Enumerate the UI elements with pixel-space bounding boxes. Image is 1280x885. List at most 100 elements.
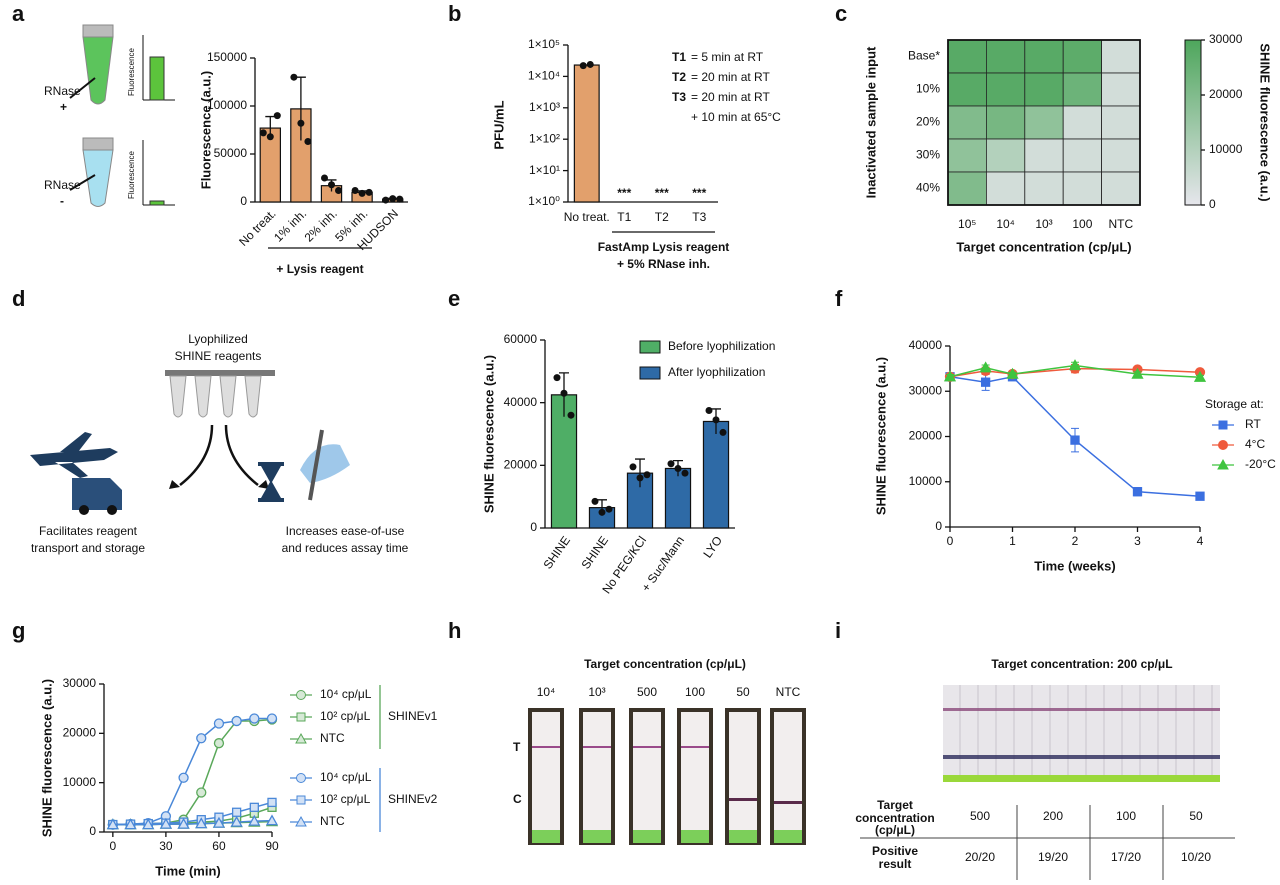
marker xyxy=(231,807,242,817)
line-label: C xyxy=(513,792,522,806)
label: Fluorescence xyxy=(127,150,136,199)
group-label: + Lysis reagent xyxy=(276,262,363,276)
panel-label: c xyxy=(835,1,847,26)
y-tick-label: 50000 xyxy=(214,146,248,160)
row-label: 20% xyxy=(916,115,940,129)
data-point xyxy=(712,416,720,424)
data-point xyxy=(636,474,644,482)
x-tick-label: 0 xyxy=(947,534,954,548)
marker xyxy=(1217,458,1229,470)
data-point xyxy=(586,60,594,68)
heatmap-cell xyxy=(1024,138,1064,173)
marker xyxy=(177,817,190,829)
strip-pad xyxy=(774,830,802,843)
marker xyxy=(196,733,207,744)
y-tick-label: 20000 xyxy=(504,458,538,472)
note: = 5 min at RT xyxy=(691,50,764,64)
heatmap-cell xyxy=(1062,138,1102,173)
marker xyxy=(212,816,226,828)
legend-label: NTC xyxy=(320,814,345,828)
y-axis-label: PFU/mL xyxy=(491,100,506,149)
panel-labels: a b c d e f g h i xyxy=(12,1,847,643)
colorbar xyxy=(1184,39,1202,206)
row-label: 10% xyxy=(916,82,940,96)
strip-photo: Target concentration (cp/μL) 10⁴ 10³ 500… xyxy=(513,657,806,845)
data-point xyxy=(567,411,575,419)
data-point xyxy=(297,119,305,127)
column-label: 100 xyxy=(1072,217,1092,231)
heatmap-cell xyxy=(947,171,987,206)
note: = 20 min at RT xyxy=(691,70,770,84)
marker xyxy=(196,787,207,798)
data-point xyxy=(351,186,359,194)
legend-label: RT xyxy=(1245,417,1261,431)
note-key: T2 xyxy=(672,70,686,84)
data-point xyxy=(591,497,599,505)
legend-title: Storage at: xyxy=(1205,397,1264,411)
strip-pad xyxy=(729,830,757,843)
lane-label: NTC xyxy=(776,685,801,699)
marker xyxy=(943,370,957,382)
annotation: *** xyxy=(655,186,669,200)
panel-label: e xyxy=(448,286,460,311)
row-label: 40% xyxy=(916,181,940,195)
data-point xyxy=(321,174,328,182)
heatmap-cell xyxy=(1024,39,1064,74)
heatmap-cell xyxy=(1024,72,1064,107)
x-tick-label: 2% inh. xyxy=(302,206,340,244)
series-line xyxy=(112,819,273,826)
y-tick-label: 30000 xyxy=(909,383,943,397)
marker xyxy=(265,814,279,826)
marker xyxy=(248,814,261,826)
marker xyxy=(1006,367,1019,379)
diagram: Lyophilized SHINE reagents Facilitates r… xyxy=(30,332,409,555)
table-rule xyxy=(1016,805,1164,880)
data-point xyxy=(629,463,637,471)
data-point xyxy=(365,188,373,196)
marker xyxy=(295,732,307,744)
panel-label: h xyxy=(448,618,461,643)
y-axis-label: Inactivated sample input xyxy=(863,46,878,198)
strip xyxy=(774,712,802,830)
lane-label: 500 xyxy=(637,685,657,699)
test-band xyxy=(681,746,709,748)
data-point xyxy=(667,460,675,468)
panel-label: d xyxy=(12,286,25,311)
heatmap-cell xyxy=(947,138,987,173)
pipette-icon xyxy=(308,429,324,501)
y-axis-label: SHINE fluorescence (a.u.) xyxy=(481,355,496,513)
series-line xyxy=(949,375,1201,497)
y-tick-label: 40000 xyxy=(504,395,538,409)
strip xyxy=(681,712,709,830)
heatmap-cell xyxy=(1062,105,1102,140)
note: + 10 min at 65°C xyxy=(691,110,781,124)
tube-cap xyxy=(82,24,114,38)
hand-icon xyxy=(300,444,350,483)
cell: 10/20 xyxy=(1181,850,1211,864)
row-header: Positive xyxy=(872,844,918,858)
cell: 100 xyxy=(1116,809,1136,823)
data-point xyxy=(328,181,335,189)
heatmap-cell xyxy=(1062,171,1102,206)
legend-swatch xyxy=(639,340,661,354)
row-header: result xyxy=(879,857,912,871)
schematic: RNase + Fluorescence RNase - Fluorescenc… xyxy=(44,24,175,208)
marker xyxy=(1218,420,1228,430)
tubes xyxy=(169,375,262,418)
control-band xyxy=(943,755,1220,759)
marker xyxy=(1132,487,1143,497)
tube xyxy=(82,149,114,207)
legend-label: 4°C xyxy=(1245,437,1265,451)
caption: Facilitates reagent xyxy=(39,524,138,538)
colorbar-label: SHINE fluorescence (a.u.) xyxy=(1258,43,1273,201)
y-tick-label: 150000 xyxy=(207,50,247,64)
x-tick-label: SHINE xyxy=(579,534,612,572)
marker xyxy=(267,797,277,808)
marker xyxy=(296,795,306,805)
panel-label: b xyxy=(448,1,461,26)
y-tick-label: 10000 xyxy=(63,775,97,789)
strip-pad xyxy=(681,830,709,843)
y-tick-label: 0 xyxy=(935,519,942,533)
y-tick-label: 20000 xyxy=(63,726,97,740)
